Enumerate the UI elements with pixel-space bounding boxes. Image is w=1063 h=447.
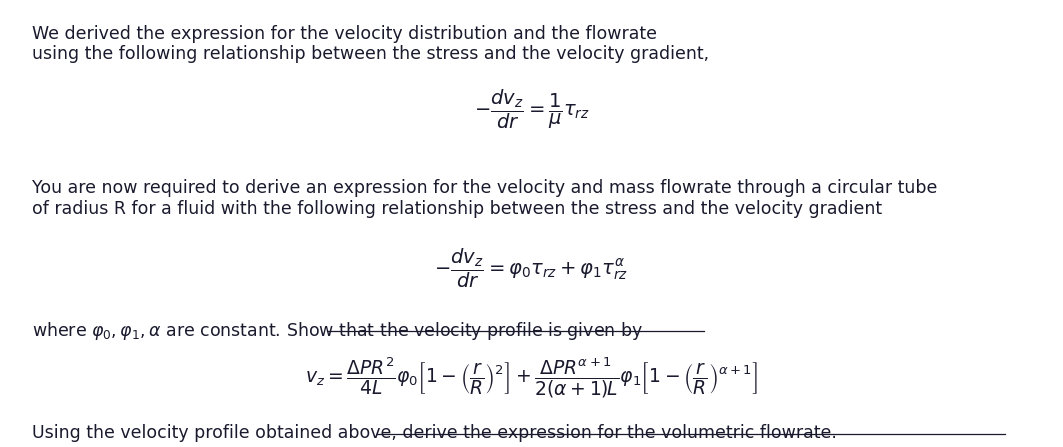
Text: $-\dfrac{dv_z}{dr} = \dfrac{1}{\mu}\tau_{rz}$: $-\dfrac{dv_z}{dr} = \dfrac{1}{\mu}\tau_…	[473, 88, 590, 131]
Text: We derived the expression for the velocity distribution and the flowrate
using t: We derived the expression for the veloci…	[32, 25, 709, 63]
Text: You are now required to derive an expression for the velocity and mass flowrate : You are now required to derive an expres…	[32, 179, 938, 218]
Text: Using the velocity profile obtained above, derive the expression for the volumet: Using the velocity profile obtained abov…	[32, 424, 837, 442]
Text: $v_z = \dfrac{\Delta P R^2}{4L}\varphi_0\left[1 - \left(\dfrac{r}{R}\right)^{2}\: $v_z = \dfrac{\Delta P R^2}{4L}\varphi_0…	[305, 355, 758, 400]
Text: $-\dfrac{dv_z}{dr} = \varphi_0\tau_{rz} + \varphi_1\tau_{rz}^{\alpha}$: $-\dfrac{dv_z}{dr} = \varphi_0\tau_{rz} …	[435, 246, 628, 290]
Text: where $\varphi_0, \varphi_1, \alpha$ are constant. Show that the velocity profil: where $\varphi_0, \varphi_1, \alpha$ are…	[32, 320, 643, 342]
